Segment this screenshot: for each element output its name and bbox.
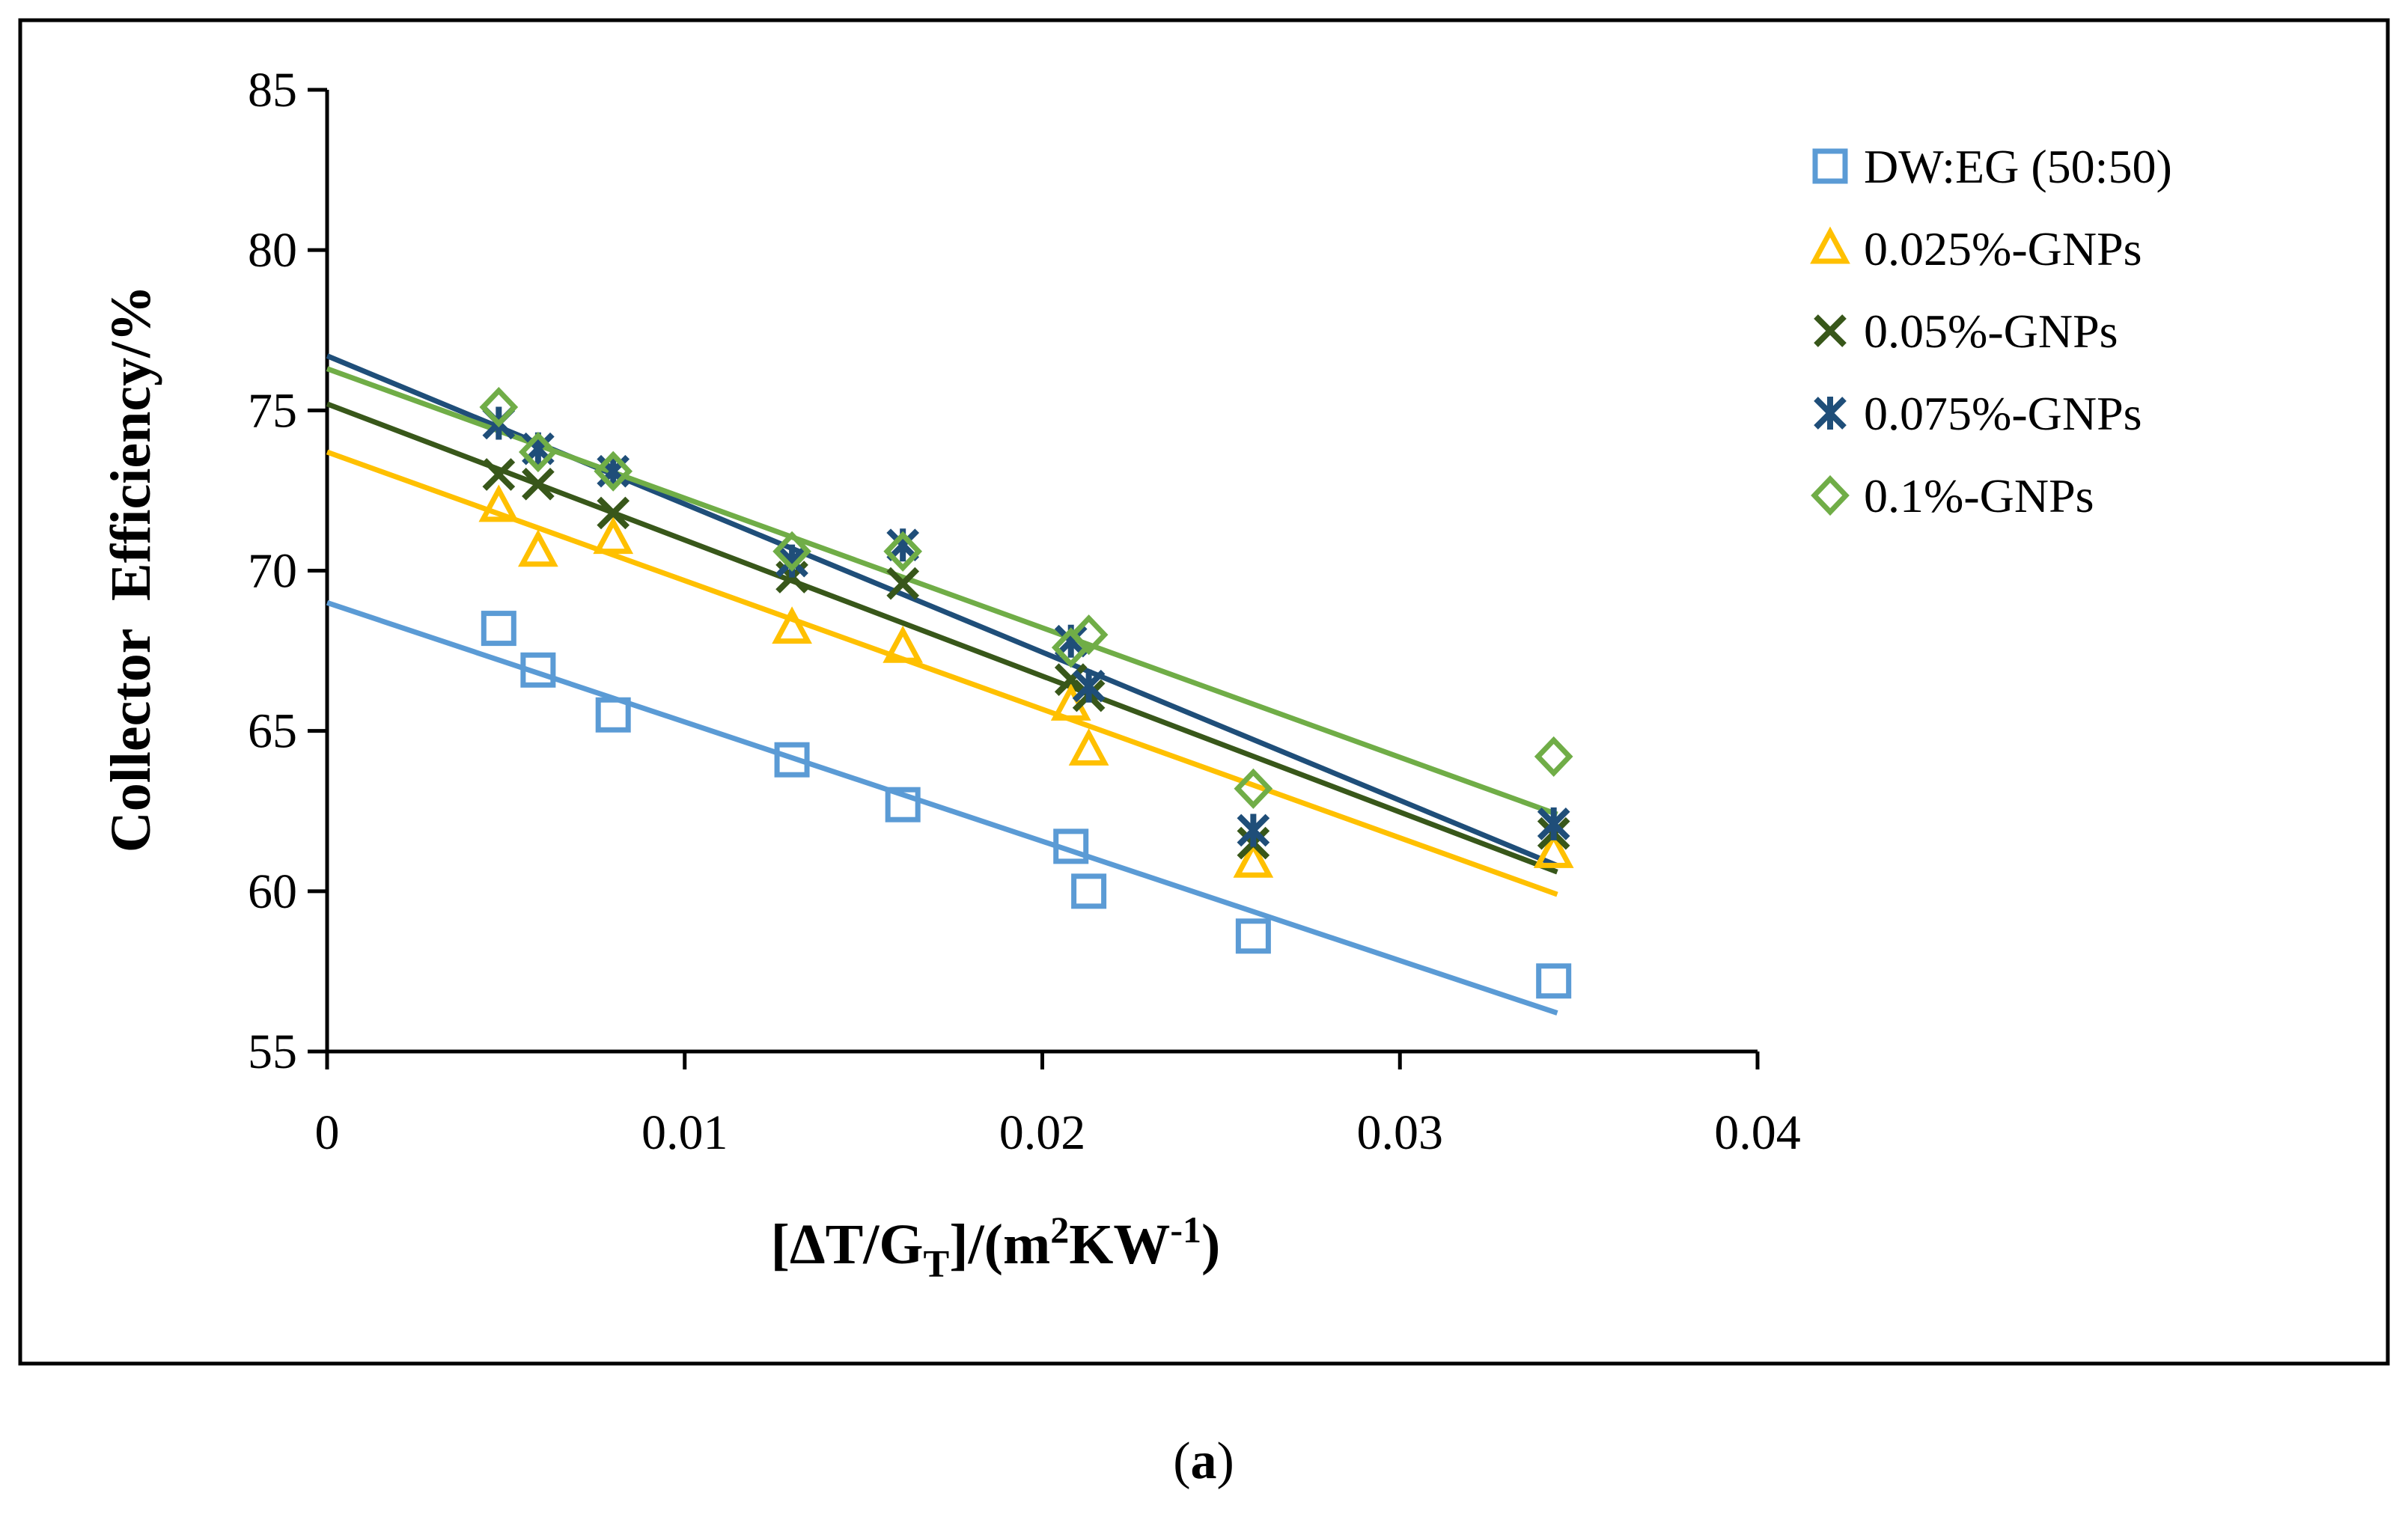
data-point [1533,831,1574,868]
data-point [597,496,630,530]
x-tick-label: 0 [315,1105,340,1160]
legend-label: 0.1%-GNPs [1864,469,2094,522]
data-point [1071,873,1107,909]
x-axis-title-open: [ΔT/G [771,1213,924,1276]
data-point [518,529,558,567]
x-axis-title-sup2: -1 [1170,1209,1201,1251]
legend-label: 0.075%-GNPs [1864,387,2142,440]
data-point [594,451,633,492]
data-points [478,386,1574,999]
data-point [772,531,811,572]
y-axis-title: Collector Efficiency/% [100,285,162,852]
data-point [886,567,920,600]
legend-label: 0.025%-GNPs [1864,222,2142,275]
x-axis-title-kw: KW [1069,1213,1170,1276]
legend-marker [1814,314,1847,347]
data-point [522,468,555,501]
x-axis-title-sub: T [924,1243,950,1286]
x-axis-title-close: ) [1201,1213,1220,1276]
legend-label: 0.05%-GNPs [1864,305,2118,358]
data-point [1534,736,1573,778]
data-point [1235,918,1271,954]
data-point [774,742,810,778]
axis-ticks: 55 60 65 70 75 80 85 0 0.01 0.02 0.03 0.04 [248,63,1801,1160]
caption-paren-close: ) [1217,1432,1234,1490]
data-point [883,625,924,663]
data-point [481,611,516,647]
trendline [326,600,1558,1016]
data-point [1536,963,1572,999]
y-tick-label: 85 [248,63,297,117]
data-point [478,484,519,522]
data-point [1068,727,1109,766]
x-axis-title-sup1: 2 [1050,1209,1069,1251]
data-point [1234,768,1273,809]
legend-marker [1811,474,1850,516]
data-point [1233,840,1274,878]
data-point [1072,669,1106,703]
x-axis-title: [ΔT/GT]/(m2KW-1) [771,1209,1221,1286]
x-tick-label: 0.02 [999,1105,1086,1160]
data-point [479,386,519,428]
x-tick-label: 0.03 [1357,1105,1444,1160]
data-point [1053,828,1089,864]
data-point [885,787,921,822]
y-tick-label: 70 [248,544,297,599]
legend-label: DW:EG (50:50) [1864,140,2172,193]
trendlines [326,353,1558,1016]
data-point [883,531,923,572]
data-point [1237,814,1270,847]
y-tick-label: 75 [248,383,297,438]
y-tick-label: 60 [248,864,297,919]
x-tick-label: 0.04 [1714,1105,1801,1160]
data-point [520,652,556,688]
legend-marker [1812,148,1848,184]
data-point [1537,807,1570,840]
data-point [482,458,516,491]
caption-letter: a [1191,1432,1217,1490]
trendline [326,449,1558,897]
y-tick-label: 55 [248,1025,297,1079]
x-tick-label: 0.01 [641,1105,728,1160]
legend: DW:EG (50:50) 0.025%-GNPs 0.05%-GNPs 0.075%… [1810,140,2172,522]
data-point [519,431,558,473]
x-axis-title-mid: ]/(m [949,1213,1050,1276]
data-point [775,544,808,578]
caption-paren-open: ( [1173,1432,1190,1490]
chart-frame [18,18,2390,1366]
figure-caption: (a) [1173,1432,1234,1490]
legend-marker [1814,397,1847,430]
data-point [1069,614,1109,656]
data-point [593,516,634,555]
y-tick-label: 65 [248,704,297,759]
data-point [595,697,631,733]
legend-marker [1810,226,1850,264]
data-point [772,606,812,644]
y-tick-label: 80 [248,223,297,278]
